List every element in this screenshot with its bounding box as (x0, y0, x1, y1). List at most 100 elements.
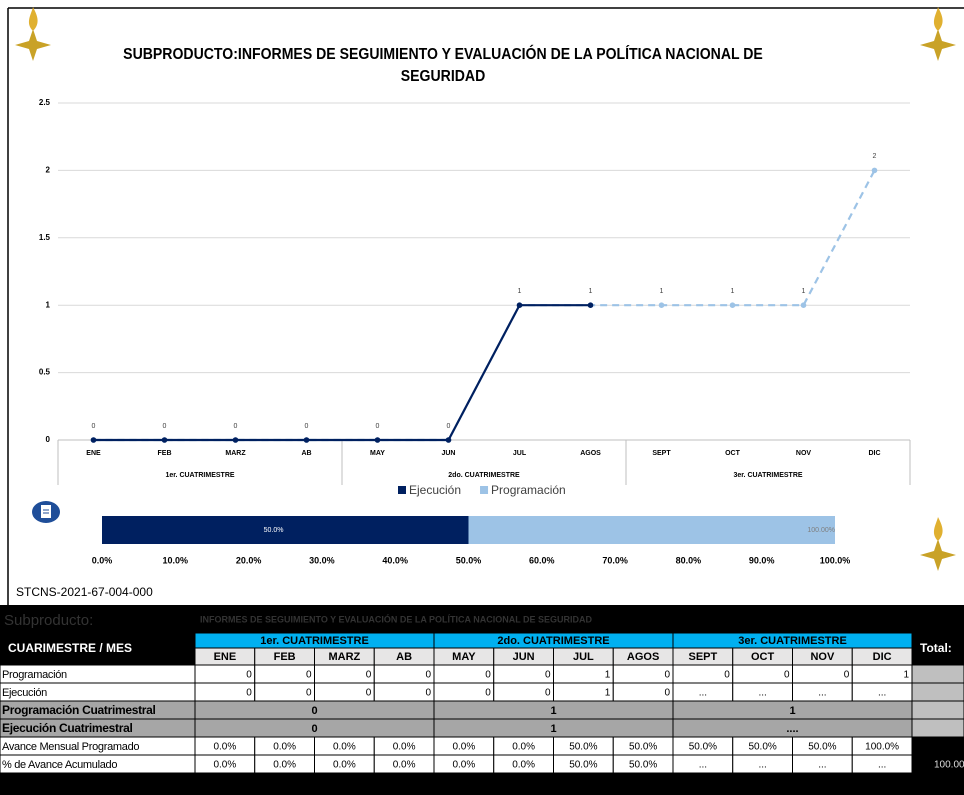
x-tick-label: ENE (86, 450, 101, 457)
row-label: Programación (2, 669, 67, 681)
corner-cell (0, 633, 195, 665)
point (161, 437, 168, 443)
cell-value: 0.0% (273, 742, 296, 753)
cell-value: ... (818, 688, 826, 699)
x-tick-label: 70.0% (602, 555, 628, 565)
emblem (920, 7, 956, 61)
x-tick-label: 60.0% (529, 555, 555, 565)
row-label: % de Avance Acumulado (2, 759, 117, 771)
chart-title: SUBPRODUCTO:INFORMES DE SEGUIMIENTO Y EV… (123, 46, 763, 85)
cell-value: 1 (903, 670, 909, 681)
point (232, 437, 239, 443)
point (729, 302, 736, 309)
month-label: DIC (873, 651, 892, 663)
x-tick-label: 20.0% (236, 555, 262, 565)
group-label: 2do. CUATRIMESTRE (448, 472, 520, 479)
cell-value: ... (878, 760, 886, 771)
legend-swatch (480, 486, 489, 494)
cell-value: 0 (545, 688, 551, 699)
y-tick-label: 1.5 (39, 233, 51, 242)
cell-value: 0.0% (333, 742, 356, 753)
x-tick-label: 50.0% (456, 555, 482, 565)
cell-value: 0 (724, 670, 730, 681)
cell-value: 0.0% (393, 760, 416, 771)
month-label: ENE (214, 651, 237, 663)
corner-label: CUARIMESTRE / MES (8, 641, 132, 655)
month-label: OCT (751, 651, 775, 663)
data-label: 1 (802, 288, 806, 295)
x-tick-label: 40.0% (382, 555, 408, 565)
legend-label: Ejecución (409, 483, 461, 497)
point (90, 437, 97, 443)
x-tick-label: DIC (868, 450, 880, 457)
x-tick-label: 30.0% (309, 555, 335, 565)
x-tick-label: 80.0% (676, 555, 702, 565)
data-label: 50.0% (264, 527, 284, 534)
point (445, 437, 452, 443)
cell-value: 0 (425, 670, 431, 681)
group-label: 1er. CUATRIMESTRE (260, 635, 369, 647)
cell-value: .... (786, 723, 798, 735)
point (658, 302, 665, 309)
legend-swatch (398, 486, 406, 494)
point (587, 302, 594, 309)
cell-value: ... (878, 688, 886, 699)
month-label: FEB (274, 651, 296, 663)
row-label: Avance Mensual Programado (2, 741, 139, 753)
row-label: Programación Cuatrimestral (2, 703, 156, 717)
cell-value: 0.0% (393, 742, 416, 753)
cell-value: 50.0% (689, 742, 717, 753)
cell-value: ... (818, 760, 826, 771)
cell-value: 0.0% (273, 760, 296, 771)
data-label: 1 (518, 288, 522, 295)
document-icon[interactable] (32, 501, 60, 523)
table-title: INFORMES DE SEGUIMIENTO Y EVALUACIÓN DE … (200, 613, 593, 624)
row-label: Ejecución (2, 687, 47, 699)
month-label: AB (396, 651, 412, 663)
x-tick-label: MAY (370, 450, 385, 457)
cell-value: 50.0% (569, 742, 597, 753)
series-line (93, 169, 876, 442)
cell-value: 0 (246, 670, 252, 681)
x-tick-label: FEB (158, 450, 172, 457)
cell-value: 50.0% (629, 760, 657, 771)
cell-value: ... (699, 760, 707, 771)
total-label: Total: (920, 641, 952, 655)
cell-value: 1 (550, 705, 556, 717)
cell-value: 0 (366, 688, 372, 699)
y-tick-label: 1 (46, 300, 51, 309)
group-label: 3er. CUATRIMESTRE (738, 635, 847, 647)
bar (102, 516, 469, 544)
total-value: 100.00 (934, 760, 964, 771)
y-tick-label: 2 (46, 166, 51, 175)
cell-value: 1 (605, 670, 611, 681)
x-tick-label: 90.0% (749, 555, 775, 565)
month-label: JUN (513, 651, 535, 663)
month-label: AGOS (627, 651, 659, 663)
month-label: SEPT (689, 651, 718, 663)
cell-value: 0.0% (333, 760, 356, 771)
cell-value: 0.0% (452, 742, 475, 753)
month-label: NOV (810, 651, 835, 663)
cell-value: 50.0% (569, 760, 597, 771)
group-label: 2do. CUATRIMESTRE (497, 635, 609, 647)
data-label: 0 (305, 423, 309, 430)
cell-value: ... (699, 688, 707, 699)
cell-value: 0.0% (213, 742, 236, 753)
cell-value: 0 (784, 670, 790, 681)
cell-value: 100.0% (865, 742, 899, 753)
y-tick-label: 2.5 (39, 98, 51, 107)
total-cell (911, 736, 964, 756)
month-label: JUL (573, 651, 594, 663)
cell-value: 50.0% (808, 742, 836, 753)
total-cell (911, 682, 964, 702)
cell-value: 0 (306, 688, 312, 699)
cell-value: 0 (306, 670, 312, 681)
cell-value: 0 (664, 670, 670, 681)
x-tick-label: NOV (796, 450, 812, 457)
x-tick-label: SEPT (652, 450, 671, 457)
x-tick-label: 0.0% (92, 555, 113, 565)
data-label: 0 (163, 423, 167, 430)
